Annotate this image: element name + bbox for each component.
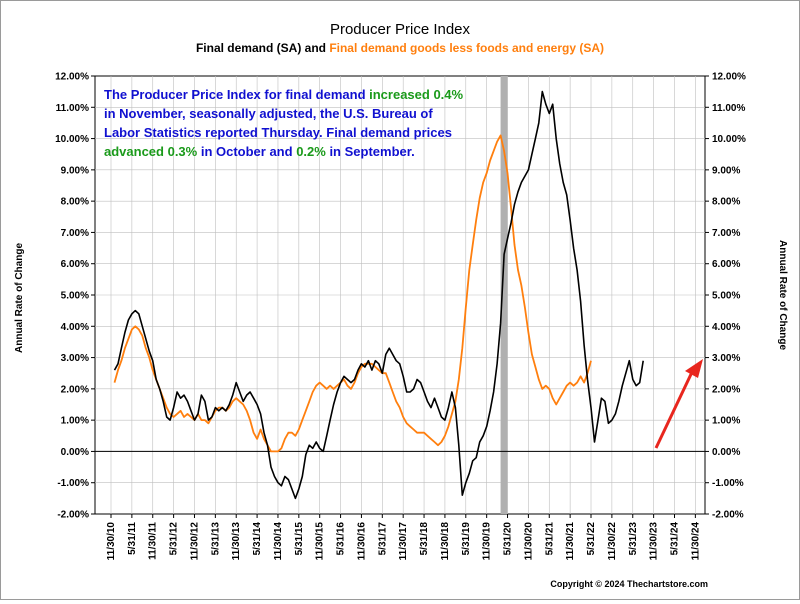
y-tick-label: 12.00%	[712, 72, 746, 83]
annotation-segment: advanced 0.3%	[104, 144, 198, 159]
x-tick-label: 5/31/13	[210, 522, 221, 556]
x-tick-label: 11/30/18	[440, 522, 451, 561]
x-tick-label: 11/30/15	[315, 522, 326, 561]
y-tick-label: 9.00%	[61, 165, 89, 176]
y-tick-label: 1.00%	[61, 416, 89, 427]
y-tick-label: 4.00%	[61, 322, 89, 333]
y-tick-label: 7.00%	[712, 228, 740, 239]
y-tick-label: 8.00%	[61, 197, 89, 208]
x-tick-label: 5/31/19	[461, 522, 472, 556]
y-tick-label: 7.00%	[61, 228, 89, 239]
y-tick-label: 10.00%	[712, 134, 746, 145]
y-tick-label: 11.00%	[712, 103, 745, 114]
y-tick-label: 9.00%	[712, 165, 740, 176]
x-tick-label: 11/30/12	[189, 522, 200, 561]
x-tick-label: 11/30/16	[356, 522, 367, 561]
x-tick-label: 5/31/21	[544, 522, 555, 556]
subtitle-segment: Final demand (SA) and	[196, 41, 329, 55]
x-tick-label: 5/31/14	[252, 522, 263, 556]
x-tick-label: 5/31/15	[294, 522, 305, 556]
y-tick-label: 5.00%	[712, 291, 740, 302]
annotation-line: Labor Statistics reported Thursday. Fina…	[104, 125, 452, 140]
x-tick-label: 11/30/11	[148, 522, 159, 560]
annotation-segment: increased 0.4%	[369, 87, 463, 102]
y-tick-label: -1.00%	[712, 478, 744, 489]
y-tick-label: 0.00%	[61, 447, 89, 458]
y-tick-label: -2.00%	[57, 510, 89, 521]
x-tick-label: 11/30/13	[231, 522, 242, 561]
y-tick-label: 3.00%	[712, 353, 740, 364]
y-tick-label: -1.00%	[57, 478, 89, 489]
x-tick-label: 11/30/23	[649, 522, 660, 561]
x-tick-label: 11/30/22	[607, 522, 618, 561]
x-tick-label: 5/31/22	[586, 522, 597, 556]
x-tick-label: 5/31/16	[336, 522, 347, 556]
trend-arrow-head	[685, 359, 703, 378]
x-tick-label: 11/30/19	[482, 522, 493, 561]
annotation-segment: 0.2%	[296, 144, 326, 159]
y-tick-label: 12.00%	[55, 72, 89, 83]
y-axis-label-left: Annual Rate of Change	[14, 243, 25, 353]
x-tick-label: 5/31/24	[669, 522, 680, 556]
y-tick-label: 2.00%	[712, 384, 740, 395]
x-tick-label: 11/30/17	[398, 522, 409, 561]
y-tick-label: 6.00%	[61, 259, 89, 270]
annotation-text: The Producer Price Index for final deman…	[104, 87, 464, 159]
subtitle-segment: Final demand goods less foods and energy…	[329, 41, 604, 55]
y-tick-label: 4.00%	[712, 322, 740, 333]
recession-shade	[500, 76, 508, 514]
x-tick-label: 5/31/23	[628, 522, 639, 556]
x-tick-label: 5/31/12	[169, 522, 180, 556]
series-line-final-demand	[113, 90, 644, 500]
y-axis-label-right: Annual Rate of Change	[777, 240, 788, 350]
y-tick-label: 6.00%	[712, 259, 740, 270]
copyright-notice: Copyright © 2024 Thechartstore.com	[550, 579, 708, 589]
x-tick-label: 11/30/10	[106, 522, 117, 561]
annotation-segment: in October and	[197, 144, 296, 159]
y-tick-label: -2.00%	[712, 510, 744, 521]
x-tick-label: 11/30/14	[273, 522, 284, 561]
annotation-line: in November, seasonally adjusted, the U.…	[104, 106, 433, 121]
annotation-line: advanced 0.3% in October and 0.2% in Sep…	[104, 144, 415, 159]
chart-subtitle: Final demand (SA) and Final demand goods…	[196, 41, 604, 55]
series-group	[113, 90, 644, 500]
annotation-segment: in September.	[326, 144, 415, 159]
x-tick-label: 11/30/21	[565, 522, 576, 561]
grid-lines	[95, 76, 705, 514]
x-tick-label: 5/31/20	[503, 522, 514, 556]
chart-title: Producer Price Index	[330, 21, 471, 38]
y-tick-label: 0.00%	[712, 447, 740, 458]
y-tick-label: 5.00%	[61, 291, 89, 302]
trend-arrow-shaft	[654, 369, 695, 449]
x-tick-label: 5/31/11	[127, 522, 138, 555]
x-tick-label: 11/30/20	[523, 522, 534, 561]
x-axis: 11/30/10 5/31/11 11/30/11 5/31/12 11/30/12 5/…	[106, 514, 701, 560]
annotation-segment: The Producer Price Index for final deman…	[104, 87, 369, 102]
y-tick-label: 1.00%	[712, 416, 740, 427]
y-tick-label: 2.00%	[61, 384, 89, 395]
y-tick-label: 10.00%	[55, 134, 89, 145]
annotation-segment: Labor Statistics reported Thursday. Fina…	[104, 125, 452, 140]
y-tick-label: 3.00%	[61, 353, 89, 364]
annotation-line: The Producer Price Index for final deman…	[104, 87, 464, 102]
y-axis-right: 12.00% 11.00% 10.00% 9.00% 8.00% 7.00% 6.00% 5.…	[705, 72, 746, 521]
y-axis-left: 12.00% 11.00% 10.00% 9.00% 8.00% 7.00% 6.00% 5.…	[55, 72, 95, 521]
annotation-segment: in November, seasonally adjusted, the U.…	[104, 106, 433, 121]
x-tick-label: 11/30/24	[690, 522, 701, 561]
y-tick-label: 8.00%	[712, 197, 740, 208]
x-tick-label: 5/31/18	[419, 522, 430, 556]
y-tick-label: 11.00%	[56, 103, 89, 114]
trend-arrow-icon	[654, 359, 703, 449]
x-tick-label: 5/31/17	[377, 522, 388, 556]
